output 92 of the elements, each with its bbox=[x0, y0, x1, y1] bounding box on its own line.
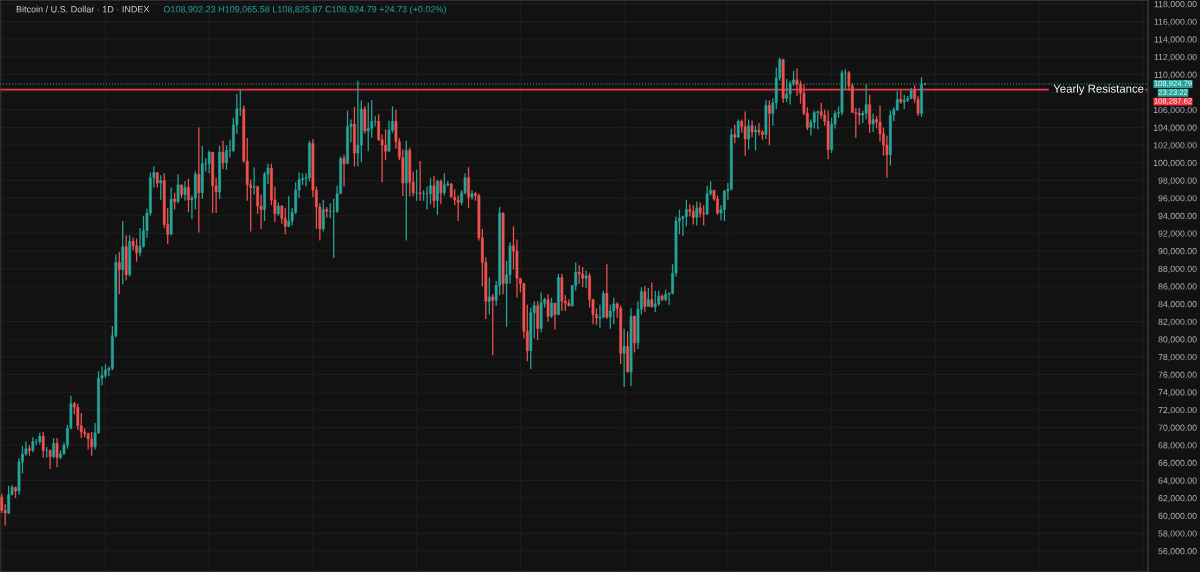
y-tick-label: 88,000.00 bbox=[1158, 265, 1197, 273]
candlestick bbox=[684, 199, 688, 227]
candlestick bbox=[550, 297, 553, 319]
candlestick bbox=[14, 485, 17, 499]
candlestick bbox=[705, 185, 709, 216]
candlestick bbox=[183, 180, 187, 202]
candlestick bbox=[432, 175, 436, 209]
ref-line-label: Yearly Resistance bbox=[1053, 84, 1144, 95]
y-tick-label: 70,000.00 bbox=[1158, 424, 1197, 432]
candlestick bbox=[218, 145, 221, 200]
y-tick-label: 90,000.00 bbox=[1158, 248, 1197, 256]
y-tick-label: 68,000.00 bbox=[1158, 442, 1197, 450]
candlestick bbox=[536, 300, 540, 341]
y-tick-label: 60,000.00 bbox=[1158, 512, 1197, 520]
candlestick bbox=[553, 302, 557, 331]
y-tick-label: 110,000.00 bbox=[1154, 71, 1197, 79]
y-tick-label: 78,000.00 bbox=[1158, 353, 1197, 362]
y-tick-label: 116,000.00 bbox=[1154, 18, 1197, 26]
candlestick bbox=[55, 437, 59, 468]
candlestick bbox=[557, 273, 560, 317]
candlestick bbox=[221, 140, 225, 170]
candlestick bbox=[425, 185, 429, 211]
text: Bitcoin / U.S. Dollar · 1D · INDEX bbox=[16, 5, 150, 13]
candlestick bbox=[733, 124, 737, 144]
y-tick-label: 84,000.00 bbox=[1158, 301, 1197, 309]
text: O108,902.23 H109,065.58 L108,825.87 C108,924.79 +24.73 (+0.02%) bbox=[163, 5, 446, 15]
y-tick-label: 106,000.00 bbox=[1153, 106, 1197, 115]
candlestick bbox=[418, 160, 422, 202]
candlestick bbox=[135, 238, 138, 263]
candlestick bbox=[283, 207, 287, 235]
y-tick-label: 58,000.00 bbox=[1158, 530, 1197, 538]
y-tick-label: 74,000.00 bbox=[1158, 389, 1197, 397]
y-tick-label: 72,000.00 bbox=[1158, 406, 1197, 415]
candlestick bbox=[577, 264, 581, 285]
candlestick bbox=[633, 314, 636, 354]
candlestick bbox=[225, 144, 228, 171]
y-tick-label: 104,000.00 bbox=[1153, 124, 1197, 132]
candlestick bbox=[622, 328, 626, 388]
candlestick bbox=[321, 199, 325, 233]
y-tick-label: 94,000.00 bbox=[1158, 212, 1197, 221]
candlestick bbox=[342, 154, 346, 188]
candlestick bbox=[366, 102, 370, 152]
y-tick-label: 92,000.00 bbox=[1158, 230, 1197, 238]
candlestick bbox=[346, 110, 349, 165]
y-tick-label: 98,000.00 bbox=[1158, 177, 1197, 185]
candlestick bbox=[785, 78, 789, 103]
y-tick-label: 114,000.00 bbox=[1154, 36, 1197, 44]
candlestick bbox=[646, 287, 650, 308]
candlestick bbox=[363, 105, 367, 135]
candlestick bbox=[187, 178, 190, 213]
candlestick bbox=[439, 178, 443, 205]
y-tick-label: 66,000.00 bbox=[1158, 459, 1197, 468]
candlestick bbox=[353, 106, 356, 167]
candlestick bbox=[180, 184, 183, 199]
y-tick-label: 76,000.00 bbox=[1158, 371, 1197, 379]
candlestick bbox=[584, 269, 588, 289]
y-tick-label: 96,000.00 bbox=[1158, 195, 1197, 203]
candlestick bbox=[117, 251, 121, 295]
candlestick bbox=[422, 189, 425, 202]
candlestick bbox=[702, 204, 706, 227]
y-tick-label: 118,000.00 bbox=[1154, 1, 1197, 9]
candlestick bbox=[138, 227, 142, 257]
candlestick bbox=[626, 330, 629, 374]
y-tick-label: 80,000.00 bbox=[1158, 336, 1197, 344]
candlestick bbox=[442, 172, 446, 197]
y-tick-label: 112,000.00 bbox=[1154, 53, 1197, 62]
candlestick bbox=[754, 125, 757, 152]
candlestick bbox=[643, 285, 647, 313]
y-tick-label: 86,000.00 bbox=[1158, 283, 1197, 291]
y-tick-label: 100,000.00 bbox=[1153, 159, 1197, 168]
candlestick bbox=[52, 437, 55, 459]
candlestick bbox=[757, 122, 761, 137]
candlestick bbox=[650, 282, 654, 309]
candlestick bbox=[895, 90, 899, 112]
candlestick bbox=[90, 431, 94, 457]
candlestick bbox=[871, 112, 875, 133]
candlestick bbox=[159, 174, 163, 201]
candlestick bbox=[415, 169, 419, 202]
candlestick bbox=[487, 276, 491, 316]
candlestick bbox=[491, 293, 495, 356]
candlestick bbox=[252, 166, 256, 196]
candlestick bbox=[467, 166, 470, 209]
candlestick bbox=[653, 290, 657, 313]
candlestick bbox=[605, 263, 609, 320]
y-tick-label: 82,000.00 bbox=[1158, 318, 1197, 326]
y-tick-label: 56,000.00 bbox=[1158, 548, 1197, 556]
y-tick-label: 102,000.00 bbox=[1153, 142, 1197, 150]
y-tick-label: 62,000.00 bbox=[1158, 495, 1197, 503]
candlestick bbox=[176, 173, 180, 204]
y-tick-label: 64,000.00 bbox=[1158, 477, 1197, 485]
candlestick bbox=[581, 266, 585, 288]
candlestick bbox=[436, 178, 439, 216]
